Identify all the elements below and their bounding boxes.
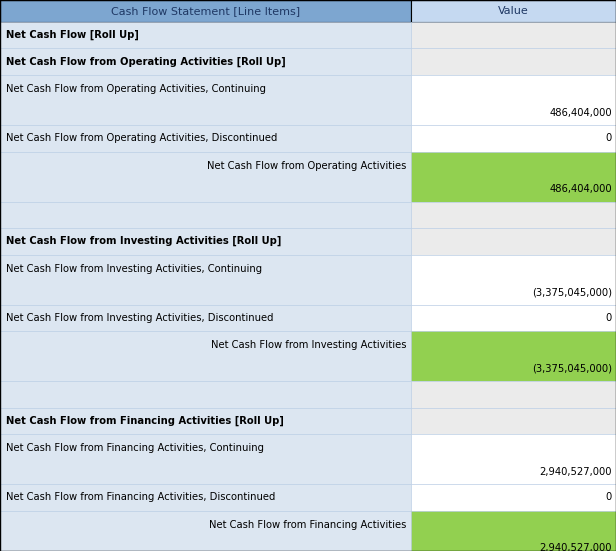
- Text: (3,375,045,000): (3,375,045,000): [532, 364, 612, 374]
- Bar: [411, 228, 616, 255]
- Bar: [0, 75, 411, 125]
- Text: Net Cash Flow from Financing Activities, Continuing: Net Cash Flow from Financing Activities,…: [6, 443, 264, 453]
- Bar: [411, 255, 616, 305]
- Text: 0: 0: [606, 313, 612, 323]
- Text: 0: 0: [606, 133, 612, 143]
- Text: Net Cash Flow from Investing Activities, Discontinued: Net Cash Flow from Investing Activities,…: [6, 313, 274, 323]
- Bar: [0, 511, 411, 551]
- Bar: [0, 434, 411, 484]
- Bar: [411, 22, 616, 48]
- Bar: [411, 125, 616, 152]
- Bar: [0, 408, 411, 434]
- Text: (3,375,045,000): (3,375,045,000): [532, 287, 612, 297]
- Text: Net Cash Flow [Roll Up]: Net Cash Flow [Roll Up]: [6, 30, 139, 40]
- Bar: [411, 511, 616, 551]
- Text: Net Cash Flow from Operating Activities, Continuing: Net Cash Flow from Operating Activities,…: [6, 84, 266, 94]
- Bar: [0, 0, 411, 22]
- Bar: [0, 331, 411, 381]
- Bar: [411, 0, 616, 22]
- Bar: [0, 484, 411, 511]
- Text: Net Cash Flow from Operating Activities, Discontinued: Net Cash Flow from Operating Activities,…: [6, 133, 277, 143]
- Text: Net Cash Flow from Financing Activities [Roll Up]: Net Cash Flow from Financing Activities …: [6, 416, 284, 426]
- Bar: [0, 202, 411, 228]
- Text: Net Cash Flow from Investing Activities: Net Cash Flow from Investing Activities: [211, 340, 407, 350]
- Text: Net Cash Flow from Investing Activities [Roll Up]: Net Cash Flow from Investing Activities …: [6, 236, 282, 246]
- Bar: [411, 305, 616, 331]
- Bar: [0, 48, 411, 75]
- Bar: [0, 152, 411, 202]
- Text: Value: Value: [498, 6, 529, 16]
- Bar: [411, 408, 616, 434]
- Text: 486,404,000: 486,404,000: [549, 184, 612, 194]
- Bar: [411, 484, 616, 511]
- Text: 486,404,000: 486,404,000: [549, 107, 612, 117]
- Bar: [0, 381, 411, 408]
- Bar: [0, 228, 411, 255]
- Text: Net Cash Flow from Financing Activities, Discontinued: Net Cash Flow from Financing Activities,…: [6, 493, 275, 503]
- Bar: [0, 125, 411, 152]
- Bar: [411, 434, 616, 484]
- Bar: [411, 48, 616, 75]
- Text: Cash Flow Statement [Line Items]: Cash Flow Statement [Line Items]: [111, 6, 300, 16]
- Text: Net Cash Flow from Operating Activities [Roll Up]: Net Cash Flow from Operating Activities …: [6, 57, 286, 67]
- Bar: [411, 75, 616, 125]
- Bar: [0, 22, 411, 48]
- Text: 0: 0: [606, 493, 612, 503]
- Text: Net Cash Flow from Operating Activities: Net Cash Flow from Operating Activities: [208, 160, 407, 171]
- Text: Net Cash Flow from Investing Activities, Continuing: Net Cash Flow from Investing Activities,…: [6, 263, 262, 274]
- Text: 2,940,527,000: 2,940,527,000: [540, 467, 612, 477]
- Bar: [0, 255, 411, 305]
- Text: 2,940,527,000: 2,940,527,000: [540, 543, 612, 551]
- Bar: [411, 152, 616, 202]
- Bar: [0, 305, 411, 331]
- Bar: [411, 381, 616, 408]
- Bar: [411, 202, 616, 228]
- Text: Net Cash Flow from Financing Activities: Net Cash Flow from Financing Activities: [209, 520, 407, 530]
- Bar: [411, 331, 616, 381]
